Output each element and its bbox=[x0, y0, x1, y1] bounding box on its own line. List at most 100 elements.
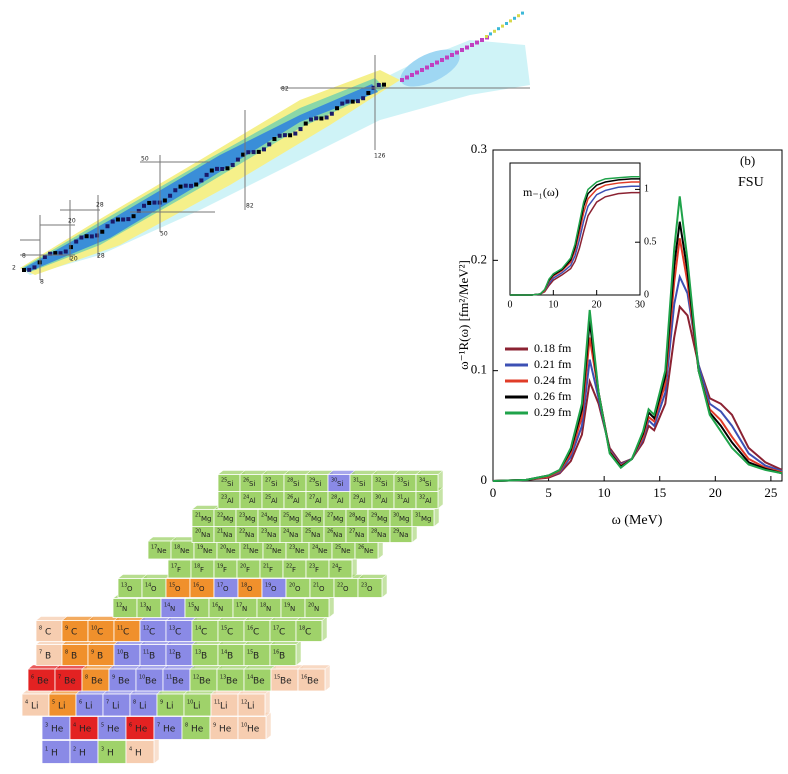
x-tick-label: 25 bbox=[764, 485, 777, 500]
block-symbol: O bbox=[199, 585, 205, 593]
block-mass: 12 bbox=[193, 675, 199, 681]
stable-nucleus bbox=[298, 127, 303, 132]
y-tick-label: 0.3 bbox=[471, 141, 487, 156]
block-mass: 24 bbox=[261, 513, 267, 519]
block-symbol: F bbox=[223, 566, 227, 574]
block-symbol: Li bbox=[220, 702, 228, 712]
stable-nucleus bbox=[131, 214, 136, 219]
block-symbol: Na bbox=[333, 531, 343, 539]
block-face bbox=[415, 474, 439, 492]
block-mass: 28 bbox=[331, 495, 337, 501]
block-mass: 20 bbox=[240, 564, 246, 570]
block-symbol: Ne bbox=[226, 547, 236, 555]
block-symbol: O bbox=[175, 585, 181, 593]
block-mass: 19 bbox=[217, 564, 223, 570]
block-symbol: Be bbox=[226, 677, 238, 687]
block-mass: 12 bbox=[241, 700, 247, 706]
stable-nucleus bbox=[209, 168, 214, 173]
stable-nucleus bbox=[199, 178, 204, 183]
stable-nucleus bbox=[340, 101, 345, 106]
block-mass: 7 bbox=[58, 675, 61, 681]
y-axis-title: ω⁻¹R(ω) [fm²/MeV²] bbox=[456, 260, 471, 370]
block-symbol: B bbox=[279, 652, 285, 662]
stable-nucleus bbox=[48, 251, 53, 256]
block-mass: 32 bbox=[419, 495, 425, 501]
block-symbol: Be bbox=[145, 677, 157, 687]
stable-nucleus bbox=[68, 245, 73, 250]
block-mass: 18 bbox=[174, 545, 180, 551]
block-mass: 16 bbox=[301, 675, 307, 681]
stable-nucleus bbox=[225, 166, 230, 171]
block-symbol: B bbox=[149, 652, 155, 662]
stable-nucleus bbox=[84, 234, 89, 239]
block-symbol: Ne bbox=[341, 547, 351, 555]
block-symbol: F bbox=[200, 566, 204, 574]
stable-nucleus bbox=[230, 162, 235, 167]
stable-nucleus bbox=[42, 255, 47, 260]
y-tick-label: 0.1 bbox=[471, 362, 487, 377]
block-symbol: Ne bbox=[295, 547, 305, 555]
block-mass: 14 bbox=[195, 626, 201, 632]
block-mass: 23 bbox=[309, 564, 315, 570]
block-symbol: B bbox=[201, 652, 207, 662]
block-mass: 26 bbox=[243, 478, 249, 484]
stable-nucleus bbox=[241, 152, 246, 157]
block-symbol: C bbox=[97, 628, 103, 638]
stable-nucleus bbox=[110, 219, 115, 224]
block-symbol: Si bbox=[337, 480, 343, 488]
magic-label: 28 bbox=[97, 253, 105, 260]
superheavy-nucleus bbox=[505, 22, 508, 25]
block-symbol: O bbox=[127, 585, 133, 593]
block-symbol: Na bbox=[377, 531, 387, 539]
block-symbol: B bbox=[253, 652, 259, 662]
superheavy-nucleus bbox=[517, 14, 520, 18]
stable-nucleus bbox=[168, 193, 173, 198]
block-symbol: Li bbox=[85, 702, 93, 712]
stable-nucleus bbox=[215, 166, 220, 171]
block-mass: 33 bbox=[397, 478, 403, 484]
stable-nucleus bbox=[251, 150, 256, 155]
block-mass: 26 bbox=[305, 513, 311, 519]
stable-nucleus bbox=[183, 183, 188, 188]
superheavy-nucleus bbox=[513, 16, 516, 20]
block-symbol: C bbox=[45, 628, 51, 638]
block-mass: 23 bbox=[239, 513, 245, 519]
block-mass: 27 bbox=[327, 513, 333, 519]
block-symbol: N bbox=[146, 605, 151, 613]
x-tick-label: 20 bbox=[592, 299, 602, 310]
block-symbol: F bbox=[315, 566, 319, 574]
block-mass: 25 bbox=[265, 495, 271, 501]
stable-nucleus bbox=[136, 208, 141, 213]
stable-nucleus bbox=[220, 167, 225, 172]
block-symbol: Al bbox=[227, 497, 234, 505]
block-symbol: N bbox=[218, 605, 223, 613]
stable-nucleus bbox=[194, 182, 199, 187]
block-mass: 12 bbox=[169, 650, 175, 656]
block-mass: 22 bbox=[337, 583, 343, 589]
magic-label: 8 bbox=[22, 253, 26, 260]
block-top bbox=[297, 664, 331, 670]
stable-nucleus bbox=[382, 82, 386, 87]
block-mass: 10 bbox=[139, 675, 145, 681]
magic-label: 50 bbox=[141, 156, 149, 163]
block-symbol: Be bbox=[307, 677, 319, 687]
block-mass: 15 bbox=[247, 650, 253, 656]
stable-nucleus bbox=[288, 133, 293, 138]
block-mass: 30 bbox=[375, 495, 381, 501]
block-symbol: Si bbox=[271, 480, 277, 488]
stable-nucleus bbox=[267, 142, 272, 147]
block-symbol: C bbox=[305, 628, 311, 638]
heavy-nucleus bbox=[400, 78, 404, 82]
block-face bbox=[357, 578, 383, 598]
block-symbol: O bbox=[295, 585, 301, 593]
map-band-blue bbox=[24, 84, 378, 272]
stable-nucleus bbox=[319, 116, 324, 121]
stable-nucleus bbox=[58, 251, 63, 256]
block-mass: 6 bbox=[79, 700, 82, 706]
block-mass: 21 bbox=[243, 545, 249, 551]
block-symbol: Na bbox=[223, 531, 233, 539]
block-mass: 19 bbox=[265, 583, 271, 589]
block-symbol: Na bbox=[399, 531, 409, 539]
block-symbol: C bbox=[71, 628, 77, 638]
